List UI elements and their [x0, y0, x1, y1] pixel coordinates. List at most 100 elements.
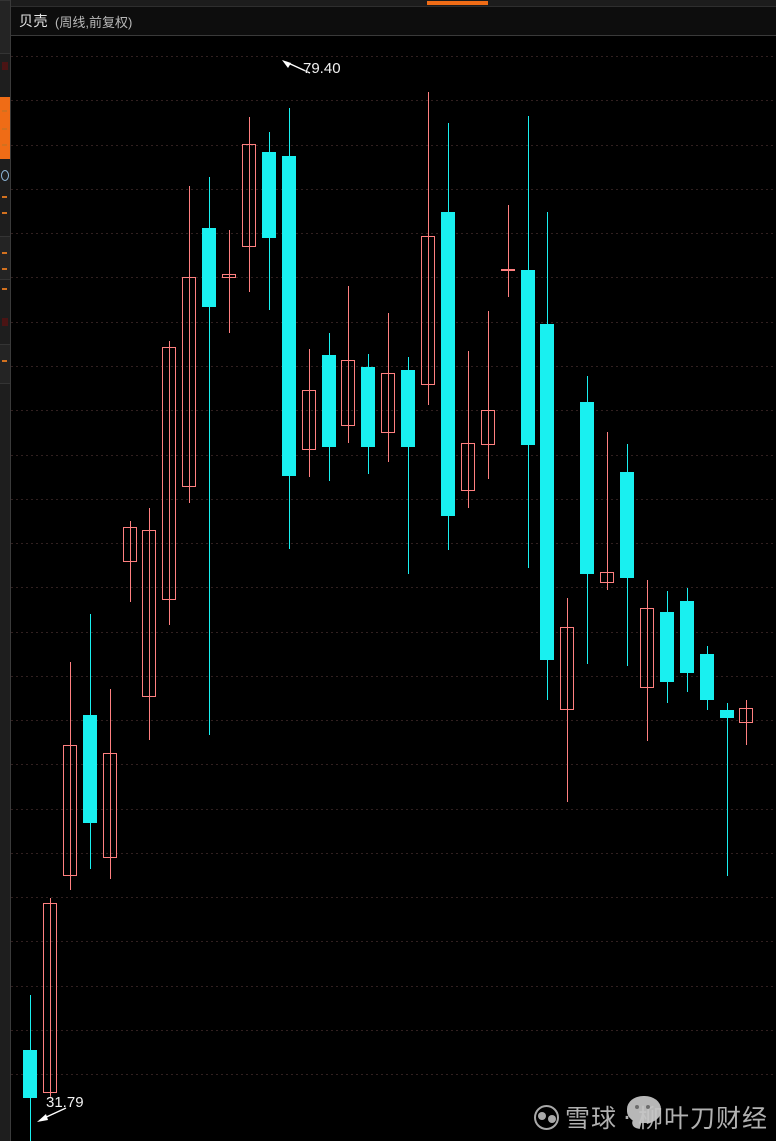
rail-tick	[2, 212, 7, 214]
rail-segment	[0, 0, 10, 54]
gridline	[11, 366, 776, 367]
candle-body	[560, 627, 575, 710]
gridline	[11, 189, 776, 190]
candle-body	[341, 360, 356, 426]
gridline	[11, 853, 776, 854]
xueqiu-logo-icon	[534, 1104, 560, 1130]
rail-tick	[2, 128, 7, 130]
chart-period-label: (周线,前复权)	[55, 14, 133, 30]
candle-body	[500, 269, 515, 271]
gridline	[11, 1074, 776, 1075]
candle-wick	[49, 898, 51, 1098]
active-tab-indicator[interactable]	[427, 1, 488, 5]
rail-marker	[2, 318, 8, 326]
candle-wick	[209, 177, 211, 735]
rail-tick	[2, 110, 7, 112]
candle-body	[401, 370, 416, 447]
rail-tick	[2, 144, 7, 146]
window-top-strip	[0, 0, 776, 7]
candle-body	[659, 612, 674, 682]
gridline	[11, 543, 776, 544]
candle-wick	[229, 230, 230, 333]
candle-body	[381, 373, 396, 433]
candle-body	[162, 347, 177, 600]
candle-body	[719, 710, 734, 718]
candle-wick	[467, 351, 469, 508]
gridline	[11, 941, 776, 942]
candle-wick	[109, 689, 111, 879]
candle-body	[122, 527, 137, 562]
low-price-label: 31.79	[46, 1094, 84, 1111]
candle-body	[440, 212, 455, 516]
candle-body	[520, 270, 535, 445]
gridline	[11, 145, 776, 146]
candle-wick	[408, 357, 410, 574]
left-panel-sliver	[0, 0, 11, 1141]
rail-tick	[2, 360, 7, 362]
candle-body	[301, 390, 316, 450]
candle-body	[241, 144, 256, 247]
candle-body	[142, 530, 157, 697]
gridline	[11, 587, 776, 588]
watermark: 雪球 · 柳叶刀财经	[534, 1096, 768, 1135]
rail-segment	[0, 344, 10, 384]
gridline	[11, 676, 776, 677]
candle-body	[480, 410, 495, 445]
candle-wick	[607, 432, 609, 590]
candle-body	[639, 608, 654, 688]
candle-body	[62, 745, 77, 876]
gridline	[11, 233, 776, 234]
watermark-separator: ·	[623, 1102, 632, 1132]
gridline	[11, 499, 776, 500]
candle-body	[82, 715, 97, 823]
candle-body	[460, 443, 475, 491]
watermark-site: 雪球	[565, 1104, 618, 1133]
candle-wick	[726, 703, 728, 876]
rail-tick	[2, 252, 7, 254]
low-arrow-icon	[37, 1107, 67, 1122]
candle-wick	[567, 598, 569, 802]
gridline	[11, 56, 776, 57]
high-price-label: 79.40	[303, 60, 341, 77]
candle-wick	[189, 186, 191, 503]
candle-body	[261, 152, 276, 238]
candle-body	[202, 228, 217, 307]
rail-segment	[0, 236, 10, 280]
candle-body	[540, 324, 555, 660]
rail-tick	[2, 288, 7, 290]
symbol-name: 贝壳	[19, 13, 48, 29]
candlestick-plot[interactable]: 79.40 31.79	[11, 36, 776, 1141]
candle-wick	[69, 662, 71, 890]
gridline	[11, 720, 776, 721]
candle-wick	[428, 92, 429, 405]
candle-body	[23, 1050, 37, 1098]
chart-header: 贝壳 (周线,前复权)	[11, 7, 776, 36]
rail-marker	[2, 62, 8, 70]
candle-body	[321, 355, 336, 447]
gridline	[11, 897, 776, 898]
candle-body	[281, 156, 296, 476]
candle-body	[679, 601, 694, 673]
rail-tick	[2, 196, 7, 198]
candle-body	[580, 402, 595, 574]
high-arrow-icon	[282, 60, 311, 74]
gridline	[11, 809, 776, 810]
candle-wick	[646, 580, 648, 741]
candle-body	[600, 572, 615, 583]
candle-wick	[149, 508, 151, 740]
candle-wick	[388, 313, 390, 462]
rail-badge-icon	[1, 170, 9, 181]
candle-body	[620, 472, 634, 578]
candle-body	[102, 753, 117, 858]
candle-body	[222, 274, 236, 278]
candle-wick	[248, 117, 250, 292]
gridline	[11, 764, 776, 765]
gridline	[11, 410, 776, 411]
candle-wick	[308, 349, 310, 477]
gridline	[11, 277, 776, 278]
candle-wick	[169, 341, 171, 625]
gridline	[11, 455, 776, 456]
candle-body	[421, 236, 435, 385]
gridline	[11, 986, 776, 987]
